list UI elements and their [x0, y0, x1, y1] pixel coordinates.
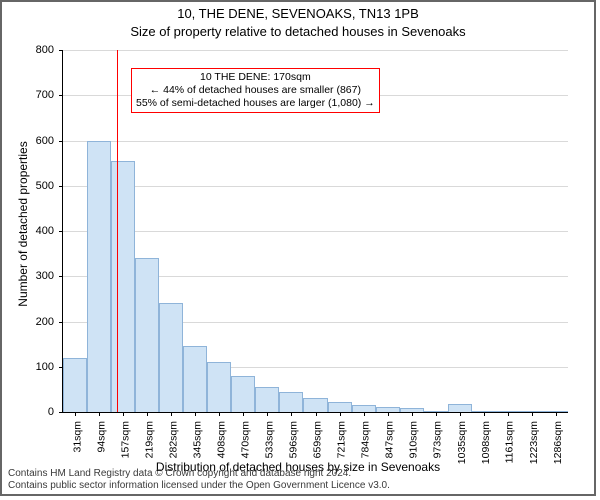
- histogram-bar: [207, 362, 231, 412]
- histogram-bar: [303, 398, 327, 412]
- histogram-bar: [279, 392, 303, 412]
- y-tick: [59, 231, 63, 232]
- annotation-box: 10 THE DENE: 170sqm ← 44% of detached ho…: [131, 68, 380, 113]
- y-tick-label: 100: [24, 361, 54, 373]
- plot-area: 10 THE DENE: 170sqm ← 44% of detached ho…: [62, 50, 568, 413]
- y-tick: [59, 50, 63, 51]
- address-title: 10, THE DENE, SEVENOAKS, TN13 1PB: [2, 6, 594, 21]
- y-tick-label: 0: [24, 406, 54, 418]
- chart-subtitle: Size of property relative to detached ho…: [2, 24, 594, 39]
- y-tick: [59, 276, 63, 277]
- y-tick-label: 200: [24, 316, 54, 328]
- histogram-bar: [183, 346, 207, 412]
- y-tick: [59, 141, 63, 142]
- histogram-bar: [448, 404, 472, 412]
- attribution-footer: Contains HM Land Registry data © Crown c…: [8, 468, 390, 492]
- histogram-bar: [231, 376, 255, 412]
- footer-line-2: Contains public sector information licen…: [8, 480, 390, 492]
- annotation-line-2: ← 44% of detached houses are smaller (86…: [136, 84, 375, 97]
- annotation-line-3: 55% of semi-detached houses are larger (…: [136, 97, 375, 110]
- histogram-bar: [135, 258, 159, 412]
- histogram-bar: [255, 387, 279, 412]
- histogram-bar: [159, 303, 183, 412]
- footer-line-1: Contains HM Land Registry data © Crown c…: [8, 468, 390, 480]
- histogram-bar: [111, 161, 135, 412]
- annotation-line-1: 10 THE DENE: 170sqm: [136, 71, 375, 84]
- y-tick: [59, 367, 63, 368]
- y-axis-title: Number of detached properties: [16, 59, 30, 224]
- x-tick-labels: 31sqm94sqm157sqm219sqm282sqm345sqm408sqm…: [62, 413, 567, 463]
- histogram-bar: [63, 358, 87, 412]
- histogram-bar: [328, 402, 352, 412]
- histogram-bar: [87, 141, 111, 413]
- y-tick-label: 800: [24, 44, 54, 56]
- y-tick: [59, 322, 63, 323]
- y-tick: [59, 95, 63, 96]
- figure-frame: 10, THE DENE, SEVENOAKS, TN13 1PB Size o…: [0, 0, 596, 496]
- histogram-bar: [352, 405, 376, 412]
- y-tick: [59, 186, 63, 187]
- reference-line: [117, 50, 118, 412]
